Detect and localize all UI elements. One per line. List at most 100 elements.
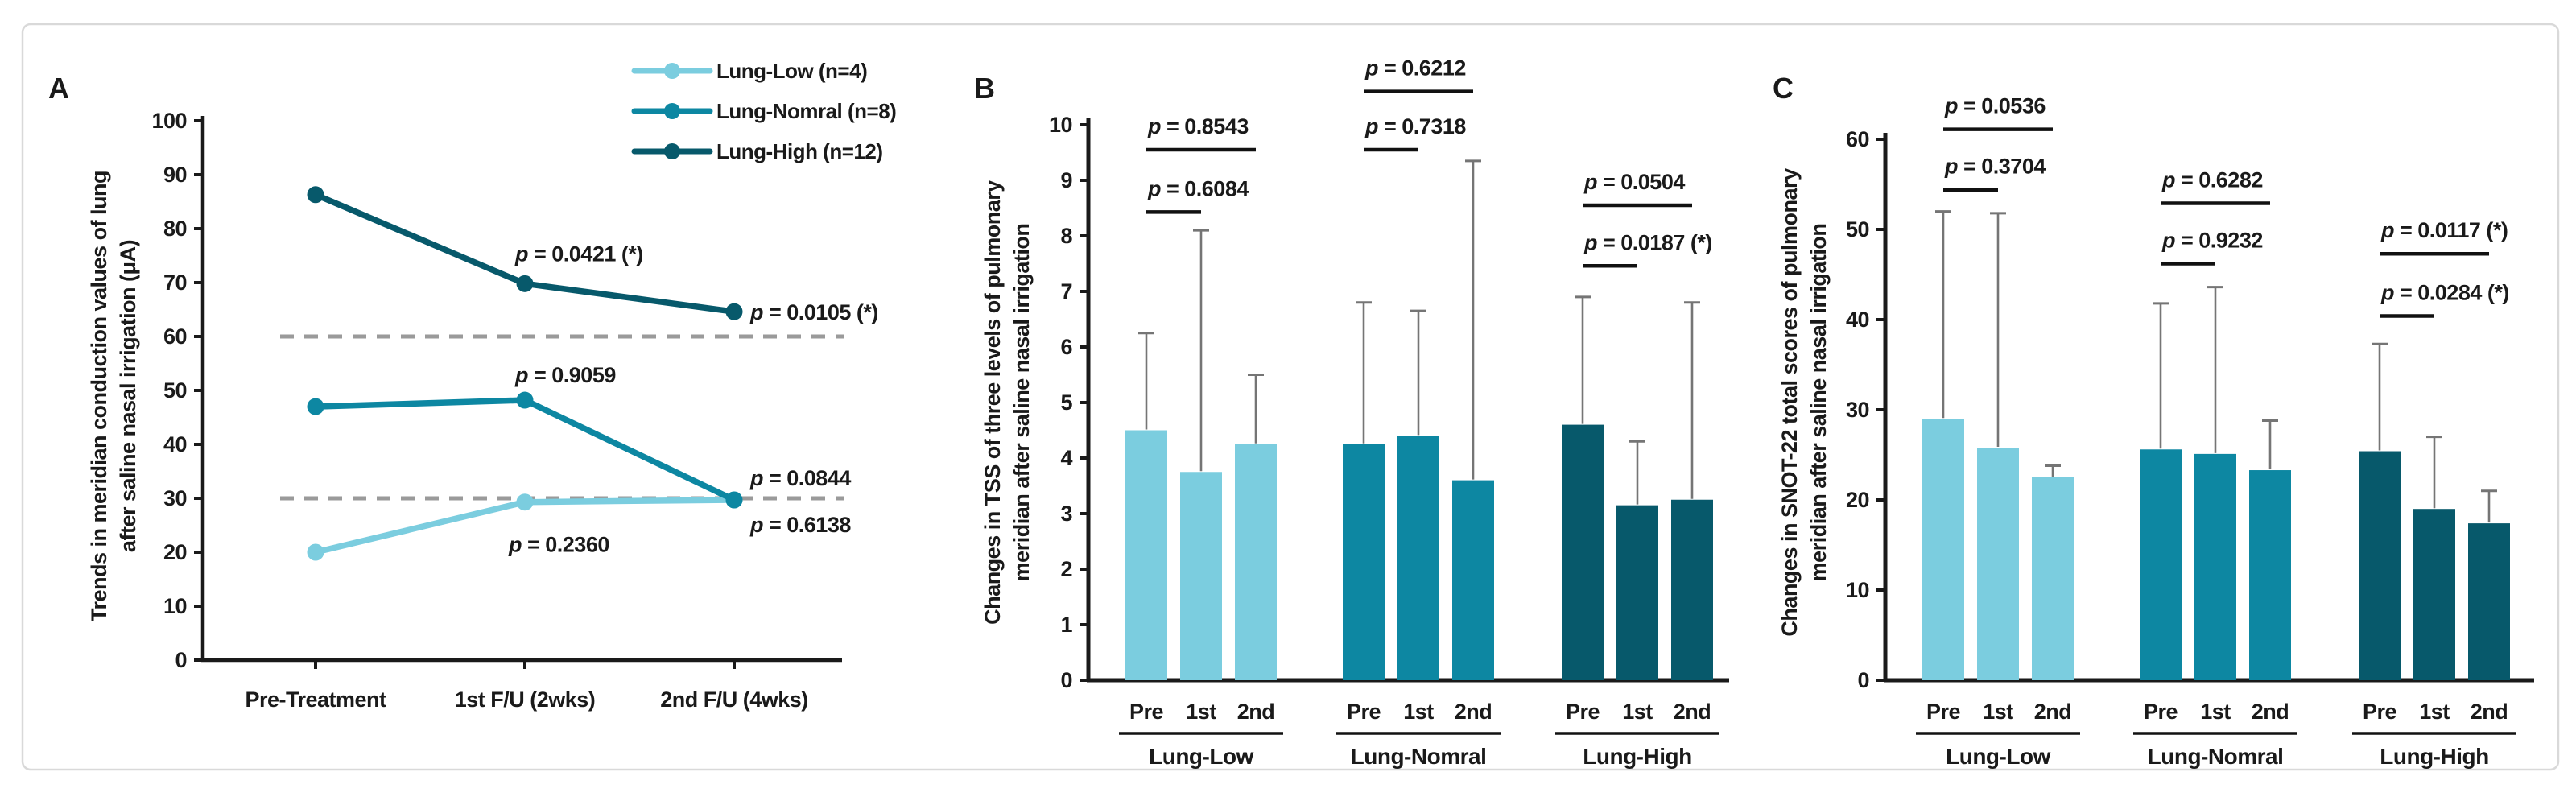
c-y-tick-label-10: 10 — [1846, 578, 1869, 602]
a-legend-marker-1 — [664, 103, 680, 119]
a-y-axis-title-line-1: Trends in meridian conduction values of … — [87, 171, 111, 621]
a-p-annotation-series-1-0: p = 0.9059 — [514, 363, 616, 387]
c-bar-lung-nomral-2nd — [2249, 470, 2291, 680]
c-p-lower-text-lung-low: p = 0.3704 — [1944, 155, 2046, 179]
b-y-tick-label-7: 7 — [1060, 279, 1072, 303]
c-group-label-lung-low: Lung-Low — [1946, 744, 2050, 769]
a-x-category-label-0: Pre-Treatment — [245, 687, 386, 712]
c-bar-lung-low-1st — [1977, 448, 2019, 680]
c-group-label-lung-nomral: Lung-Nomral — [2148, 744, 2284, 769]
c-bar-lung-nomral-1st — [2194, 453, 2236, 680]
b-y-axis-title-line-1: Changes in TSS of three levels of pulmon… — [980, 180, 1005, 625]
c-bar-label-lung-nomral-0: Pre — [2144, 700, 2178, 724]
b-y-tick-label-6: 6 — [1060, 335, 1072, 359]
b-y-tick-label-9: 9 — [1060, 168, 1072, 192]
c-y-tick-label-30: 30 — [1846, 398, 1869, 422]
b-bar-label-lung-high-0: Pre — [1566, 700, 1600, 724]
c-bar-label-lung-high-1: 1st — [2419, 700, 2450, 724]
c-y-axis-title-line-2: meridian after saline nasal irrigation — [1806, 224, 1831, 582]
c-y-tick-label-60: 60 — [1846, 127, 1869, 151]
a-y-tick-label-20: 20 — [163, 540, 187, 564]
b-y-tick-label-4: 4 — [1060, 446, 1072, 470]
a-p-annotation-series-2-1: p = 0.0105 (*) — [749, 300, 878, 324]
a-y-tick-label-0: 0 — [175, 648, 187, 672]
a-marker-series-2-point-2 — [725, 303, 743, 320]
a-marker-series-0-point-0 — [307, 543, 324, 561]
c-bar-label-lung-nomral-2: 2nd — [2252, 700, 2289, 724]
a-marker-series-2-point-0 — [307, 186, 324, 204]
a-p-annotation-series-2-0: p = 0.0421 (*) — [514, 242, 643, 266]
b-bar-label-lung-nomral-1: 1st — [1403, 700, 1434, 724]
b-p-upper-text-lung-low: p = 0.8543 — [1147, 114, 1249, 138]
b-bar-lung-high-pre — [1562, 424, 1604, 680]
b-bar-label-lung-nomral-0: Pre — [1347, 700, 1381, 724]
b-bar-label-lung-low-0: Pre — [1129, 700, 1164, 724]
a-y-tick-label-50: 50 — [163, 378, 187, 402]
b-bar-lung-nomral-pre — [1343, 444, 1385, 680]
b-bar-lung-low-pre — [1125, 430, 1167, 680]
panel-b-label: B — [974, 72, 995, 105]
a-legend-label-0: Lung-Low (n=4) — [716, 59, 867, 83]
c-bar-lung-low-pre — [1922, 419, 1964, 680]
c-bar-label-lung-low-1: 1st — [1983, 700, 2013, 724]
b-group-label-lung-high: Lung-High — [1583, 744, 1691, 769]
c-group-label-lung-high: Lung-High — [2380, 744, 2488, 769]
c-bar-lung-nomral-pre — [2140, 449, 2182, 680]
b-p-lower-text-lung-high: p = 0.0187 (*) — [1583, 230, 1712, 254]
a-y-tick-label-30: 30 — [163, 486, 187, 510]
b-bar-label-lung-high-1: 1st — [1622, 700, 1653, 724]
a-legend-marker-2 — [664, 143, 680, 159]
c-y-axis-title-line-1: Changes in SNOT-22 total scores of pulmo… — [1777, 168, 1802, 637]
a-marker-series-2-point-1 — [516, 275, 534, 292]
c-y-tick-label-0: 0 — [1857, 668, 1869, 692]
b-y-tick-label-5: 5 — [1060, 390, 1072, 415]
b-bar-lung-low-2nd — [1235, 444, 1277, 680]
c-p-upper-text-lung-nomral: p = 0.6282 — [2161, 168, 2263, 192]
c-bar-lung-high-pre — [2359, 451, 2401, 680]
a-legend-label-1: Lung-Nomral (n=8) — [716, 99, 896, 123]
b-p-lower-text-lung-low: p = 0.6084 — [1147, 176, 1249, 200]
b-bar-label-lung-high-2: 2nd — [1674, 700, 1711, 724]
c-y-tick-label-20: 20 — [1846, 488, 1869, 512]
a-y-tick-label-10: 10 — [163, 594, 187, 618]
c-bar-label-lung-low-0: Pre — [1926, 700, 1961, 724]
a-y-tick-label-40: 40 — [163, 432, 187, 456]
a-marker-series-1-point-0 — [307, 398, 324, 415]
b-bar-lung-nomral-2nd — [1452, 480, 1494, 680]
b-y-tick-label-2: 2 — [1060, 557, 1072, 581]
b-y-tick-label-8: 8 — [1060, 224, 1072, 248]
a-legend-label-2: Lung-High (n=12) — [716, 139, 882, 163]
a-y-tick-label-70: 70 — [163, 270, 187, 295]
b-bar-lung-high-2nd — [1671, 499, 1713, 680]
a-p-annotation-series-0-1: p = 0.6138 — [749, 513, 851, 537]
c-p-upper-text-lung-low: p = 0.0536 — [1944, 94, 2046, 118]
c-bar-lung-high-2nd — [2468, 523, 2510, 680]
b-y-tick-label-10: 10 — [1049, 113, 1072, 137]
a-legend-marker-0 — [664, 63, 680, 79]
c-bar-lung-low-2nd — [2032, 477, 2074, 680]
b-y-axis-title-line-2: meridian after saline nasal irrigation — [1009, 224, 1034, 582]
a-marker-series-1-point-1 — [516, 391, 534, 409]
a-y-axis-title-line-2: after saline nasal irrigation (μA) — [116, 240, 140, 552]
c-bar-label-lung-low-2: 2nd — [2034, 700, 2072, 724]
c-p-lower-text-lung-nomral: p = 0.9232 — [2161, 229, 2263, 253]
b-bar-lung-high-1st — [1616, 505, 1658, 680]
b-bar-label-lung-low-2: 2nd — [1237, 700, 1275, 724]
b-y-tick-label-0: 0 — [1060, 668, 1072, 692]
a-marker-series-0-point-1 — [516, 493, 534, 511]
panel-a-label: A — [48, 72, 69, 105]
b-group-label-lung-low: Lung-Low — [1149, 744, 1253, 769]
c-bar-label-lung-high-0: Pre — [2363, 700, 2397, 724]
b-bar-label-lung-nomral-2: 2nd — [1455, 700, 1492, 724]
b-y-tick-label-1: 1 — [1060, 613, 1072, 637]
a-x-category-label-2: 2nd F/U (4wks) — [660, 687, 808, 712]
a-marker-series-1-point-2 — [725, 491, 743, 509]
c-y-tick-label-50: 50 — [1846, 217, 1869, 242]
c-bar-label-lung-nomral-1: 1st — [2200, 700, 2231, 724]
c-p-lower-text-lung-high: p = 0.0284 (*) — [2380, 281, 2509, 305]
panel-c-label: C — [1773, 72, 1794, 105]
b-group-label-lung-nomral: Lung-Nomral — [1351, 744, 1487, 769]
a-p-annotation-series-1-1: p = 0.0844 — [749, 466, 851, 490]
